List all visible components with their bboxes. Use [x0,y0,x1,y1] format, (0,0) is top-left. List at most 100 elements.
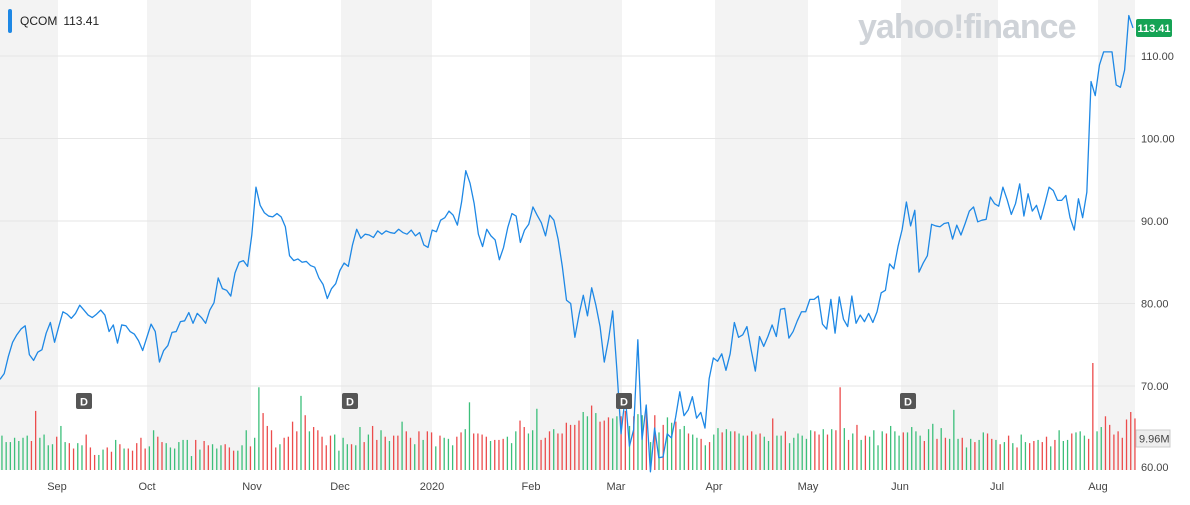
volume-bar [216,448,218,470]
volume-bar [89,447,92,470]
volume-bar [523,427,525,470]
volume-bar [953,409,955,470]
series-color-swatch [8,9,12,33]
volume-bar [220,445,222,470]
volume-bar [401,421,403,470]
volume-bar [26,435,28,470]
volume-bar [468,402,471,470]
volume-bar [1050,446,1052,470]
ticker-legend[interactable]: QCOM 113.41 [8,9,99,33]
volume-bar [30,440,33,470]
volume-bar [746,435,749,470]
volume-bar [531,430,534,470]
volume-bar [489,440,492,470]
volume-bar [641,415,643,470]
volume-bar [881,431,883,470]
volume-bar [868,436,871,470]
volume-bar [991,438,993,470]
volume-bar [1075,432,1077,470]
volume-bar [1066,439,1069,470]
volume-bar [569,424,572,470]
dividend-marker-label: D [346,397,354,409]
volume-bar [1104,416,1107,470]
volume-bar [633,416,635,470]
volume-bar [553,429,555,470]
volume-bar [144,448,146,470]
month-band [622,0,715,470]
volume-bar [426,431,429,470]
volume-bar [574,424,576,470]
volume-bar [809,430,812,470]
volume-bar [944,437,947,470]
volume-bar [1041,442,1043,470]
volume-bar [447,438,450,470]
volume-bar [1071,433,1073,470]
volume-bar [115,439,117,470]
volume-bar [679,429,681,470]
volume-bar [877,445,879,470]
volume-bar [839,387,841,470]
volume-bar [860,439,862,470]
x-tick-label: Oct [138,481,155,493]
volume-bar [334,434,336,470]
volume-bar [826,434,829,470]
volume-bar [1062,440,1064,470]
x-tick-label: Sep [47,481,67,493]
volume-max-tag: 9.96M [1135,429,1171,448]
volume-bar [397,435,399,470]
volume-bar [148,446,151,470]
volume-bar [965,447,968,470]
volume-bar [805,438,808,470]
volume-bar [169,447,172,470]
volume-bar [864,435,867,470]
volume-bar [477,433,479,470]
volume-bar [165,443,167,470]
volume-bar [919,435,921,470]
volume-bar [890,425,892,470]
volume-bar [818,434,820,470]
month-band [432,0,530,470]
volume-bar [670,422,673,470]
volume-bar [797,433,799,470]
volume-bar [1113,434,1115,470]
volume-bar [182,439,184,470]
volume-bar [906,432,909,470]
volume-bar [548,431,551,470]
volume-bar [936,438,938,470]
volume-bar [624,410,626,470]
volume-bar [85,434,87,470]
volume-bar [308,431,311,470]
volume-bar [755,434,757,470]
volume-bar [582,411,584,470]
x-tick-label: May [798,481,819,493]
volume-bar [1121,437,1123,470]
x-tick-label: Dec [330,481,350,493]
volume-bar [1045,436,1048,470]
volume-bar [544,437,546,470]
volume-bar [355,445,357,470]
yahoo-finance-logo: yahoo!finance [858,8,1076,46]
volume-bar [13,437,16,470]
x-tick-label: Nov [242,481,262,493]
dividend-marker: D [900,393,916,409]
volume-bar [363,442,365,470]
month-band [998,0,1098,470]
volume-bar [565,422,567,470]
x-tick-label: Jun [891,481,909,493]
volume-bar [317,430,319,470]
volume-bar [102,449,104,470]
volume-bar [1130,411,1132,470]
volume-bar [957,438,959,470]
volume-bar [540,439,542,470]
volume-bar [1083,435,1086,470]
volume-bar [393,435,395,470]
volume-bar [649,442,652,470]
volume-bar [852,433,854,470]
volume-bar [729,431,732,470]
volume-bar [940,428,942,470]
volume-bar [738,433,740,470]
y-tick-label: 110.00 [1141,51,1174,63]
volume-bar [456,436,458,470]
